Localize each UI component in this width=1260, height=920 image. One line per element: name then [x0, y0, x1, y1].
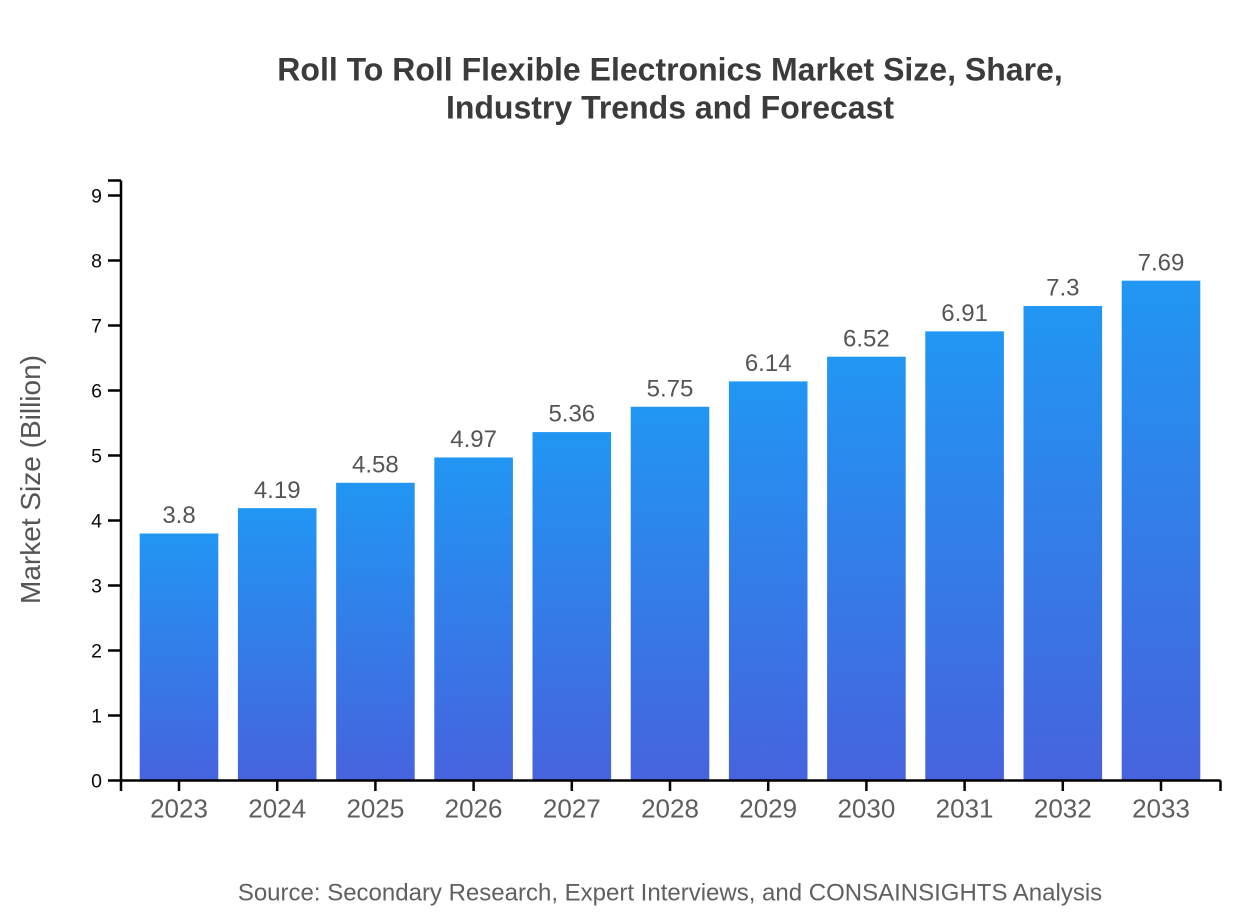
svg-text:Roll To Roll Flexible Electron: Roll To Roll Flexible Electronics Market… [277, 52, 1062, 88]
svg-text:Industry Trends and Forecast: Industry Trends and Forecast [446, 90, 894, 126]
svg-text:2023: 2023 [150, 794, 208, 824]
svg-text:2032: 2032 [1034, 794, 1092, 824]
svg-text:7.3: 7.3 [1046, 275, 1079, 302]
svg-text:2029: 2029 [739, 794, 797, 824]
svg-text:2030: 2030 [837, 794, 895, 824]
svg-text:2027: 2027 [543, 794, 601, 824]
svg-text:0: 0 [91, 771, 102, 793]
svg-text:2025: 2025 [346, 794, 404, 824]
svg-text:2024: 2024 [248, 794, 306, 824]
svg-text:2028: 2028 [641, 794, 699, 824]
svg-text:Market Size (Billion): Market Size (Billion) [15, 355, 46, 604]
svg-text:4.19: 4.19 [254, 477, 301, 504]
svg-text:7: 7 [91, 316, 102, 338]
svg-text:5: 5 [91, 446, 102, 468]
svg-text:6: 6 [91, 381, 102, 403]
svg-text:6.14: 6.14 [745, 350, 792, 377]
svg-text:2026: 2026 [445, 794, 503, 824]
svg-text:1: 1 [91, 706, 102, 728]
svg-text:Source: Secondary Research, Ex: Source: Secondary Research, Expert Inter… [238, 880, 1102, 907]
svg-text:2: 2 [91, 641, 102, 663]
svg-text:4: 4 [91, 511, 102, 533]
svg-text:4.58: 4.58 [352, 451, 399, 478]
svg-text:9: 9 [91, 186, 102, 208]
svg-text:7.69: 7.69 [1138, 249, 1185, 276]
svg-text:2031: 2031 [936, 794, 994, 824]
svg-text:5.75: 5.75 [647, 375, 694, 402]
svg-text:8: 8 [91, 251, 102, 273]
svg-text:3: 3 [91, 576, 102, 598]
svg-text:5.36: 5.36 [548, 401, 595, 428]
svg-text:4.97: 4.97 [450, 426, 497, 453]
svg-text:6.52: 6.52 [843, 325, 890, 352]
svg-text:2033: 2033 [1132, 794, 1190, 824]
svg-text:3.8: 3.8 [162, 502, 195, 529]
svg-text:6.91: 6.91 [941, 300, 988, 327]
